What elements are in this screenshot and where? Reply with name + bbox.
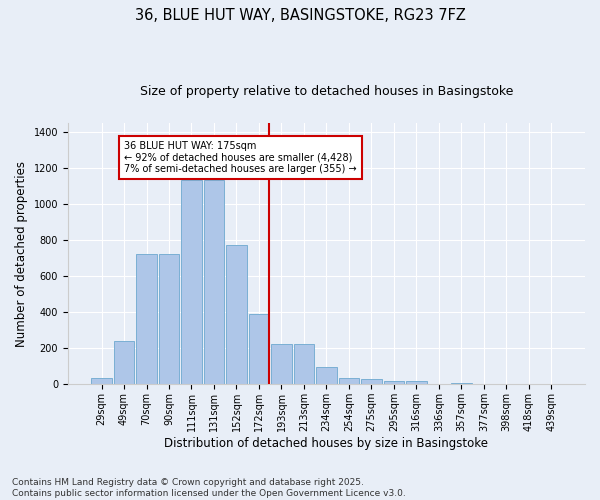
X-axis label: Distribution of detached houses by size in Basingstoke: Distribution of detached houses by size … <box>164 437 488 450</box>
Bar <box>406 381 427 384</box>
Bar <box>249 314 269 384</box>
Bar <box>136 254 157 384</box>
Bar <box>384 380 404 384</box>
Bar <box>91 378 112 384</box>
Title: Size of property relative to detached houses in Basingstoke: Size of property relative to detached ho… <box>140 85 513 98</box>
Y-axis label: Number of detached properties: Number of detached properties <box>15 160 28 346</box>
Bar <box>204 180 224 384</box>
Bar <box>294 344 314 384</box>
Text: 36, BLUE HUT WAY, BASINGSTOKE, RG23 7FZ: 36, BLUE HUT WAY, BASINGSTOKE, RG23 7FZ <box>134 8 466 22</box>
Bar <box>316 367 337 384</box>
Bar <box>339 378 359 384</box>
Bar <box>181 180 202 384</box>
Bar <box>114 341 134 384</box>
Text: 36 BLUE HUT WAY: 175sqm
← 92% of detached houses are smaller (4,428)
7% of semi-: 36 BLUE HUT WAY: 175sqm ← 92% of detache… <box>124 141 356 174</box>
Bar <box>226 244 247 384</box>
Bar <box>271 344 292 384</box>
Bar <box>451 382 472 384</box>
Bar <box>159 254 179 384</box>
Text: Contains HM Land Registry data © Crown copyright and database right 2025.
Contai: Contains HM Land Registry data © Crown c… <box>12 478 406 498</box>
Bar <box>361 379 382 384</box>
